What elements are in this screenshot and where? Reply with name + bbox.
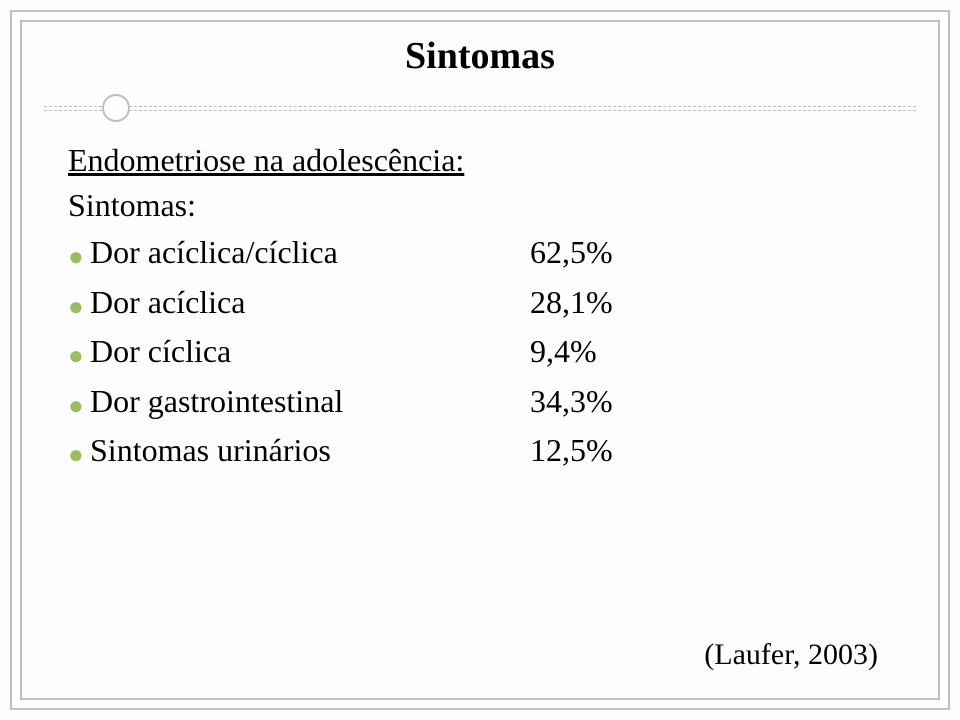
- sub-label: Sintomas:: [68, 187, 892, 224]
- item-label: Dor acíclica: [90, 278, 530, 328]
- citation: (Laufer, 2003): [704, 638, 878, 672]
- list-item: ● Sintomas urinários 12,5%: [68, 426, 892, 476]
- list-item: ● Dor gastrointestinal 34,3%: [68, 377, 892, 427]
- item-value: 62,5%: [530, 228, 613, 278]
- section-title: Endometriose na adolescência:: [68, 142, 892, 179]
- item-value: 9,4%: [530, 327, 597, 377]
- divider-circle-icon: [102, 94, 130, 122]
- bullet-icon: ●: [68, 340, 90, 371]
- slide-outer-border: Sintomas Endometriose na adolescência: S…: [10, 10, 950, 710]
- bullet-icon: ●: [68, 390, 90, 421]
- bullet-icon: ●: [68, 291, 90, 322]
- bullet-icon: ●: [68, 241, 90, 272]
- slide-title: Sintomas: [12, 34, 948, 78]
- item-label: Dor gastrointestinal: [90, 377, 530, 427]
- bullet-icon: ●: [68, 439, 90, 470]
- item-label: Dor acíclica/cíclica: [90, 228, 530, 278]
- list-item: ● Dor acíclica 28,1%: [68, 278, 892, 328]
- item-label: Dor cíclica: [90, 327, 530, 377]
- list-item: ● Dor cíclica 9,4%: [68, 327, 892, 377]
- item-label: Sintomas urinários: [90, 426, 530, 476]
- title-divider: [44, 106, 916, 111]
- list-item: ● Dor acíclica/cíclica 62,5%: [68, 228, 892, 278]
- item-value: 12,5%: [530, 426, 613, 476]
- item-value: 28,1%: [530, 278, 613, 328]
- content-area: Endometriose na adolescência: Sintomas: …: [68, 142, 892, 476]
- item-value: 34,3%: [530, 377, 613, 427]
